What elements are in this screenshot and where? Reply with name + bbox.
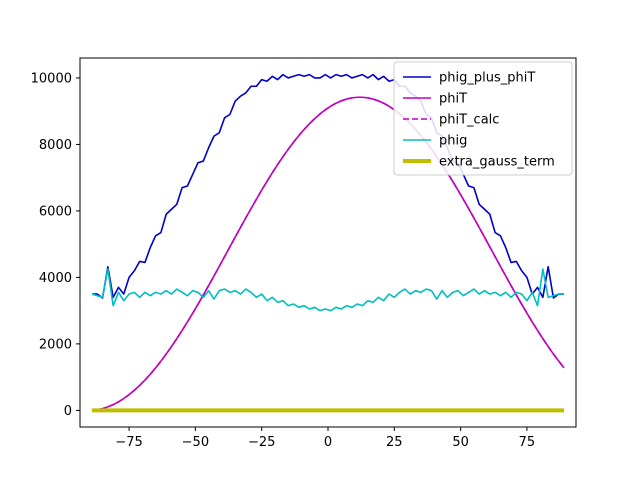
y-tick-label: 10000 bbox=[31, 71, 72, 86]
x-tick-label: 0 bbox=[324, 435, 332, 450]
series-line-phig-plus-phit bbox=[91, 73, 565, 299]
legend-label-phig-plus-phit: phig_plus_phiT bbox=[439, 71, 535, 86]
x-tick-label: 25 bbox=[386, 435, 403, 450]
legend-label-phit-calc: phiT_calc bbox=[439, 113, 499, 128]
tick-layer: −75 −50 −25 0 25 50 75 0 2000 4000 6000 8000 10000 bbox=[31, 71, 536, 450]
y-tick-label: 6000 bbox=[39, 204, 72, 219]
legend-label-phit: phiT bbox=[439, 92, 467, 107]
y-tick-label: 0 bbox=[64, 404, 72, 419]
y-tick-label: 2000 bbox=[39, 337, 72, 352]
legend-box bbox=[393, 61, 573, 176]
x-tick-label: −75 bbox=[115, 435, 142, 450]
y-tick-label: 4000 bbox=[39, 271, 72, 286]
series-layer bbox=[91, 73, 565, 413]
x-tick-label: −25 bbox=[248, 435, 275, 450]
x-tick-label: 75 bbox=[519, 435, 536, 450]
x-tick-label: −50 bbox=[182, 435, 209, 450]
legend-label-phig: phig bbox=[439, 134, 467, 149]
y-tick-label: 8000 bbox=[39, 138, 72, 153]
legend-label-extra-gauss-term: extra_gauss_term bbox=[439, 155, 555, 170]
series-line-phig bbox=[91, 268, 565, 312]
series-line-phit-calc bbox=[91, 96, 565, 412]
x-tick-label: 50 bbox=[452, 435, 469, 450]
